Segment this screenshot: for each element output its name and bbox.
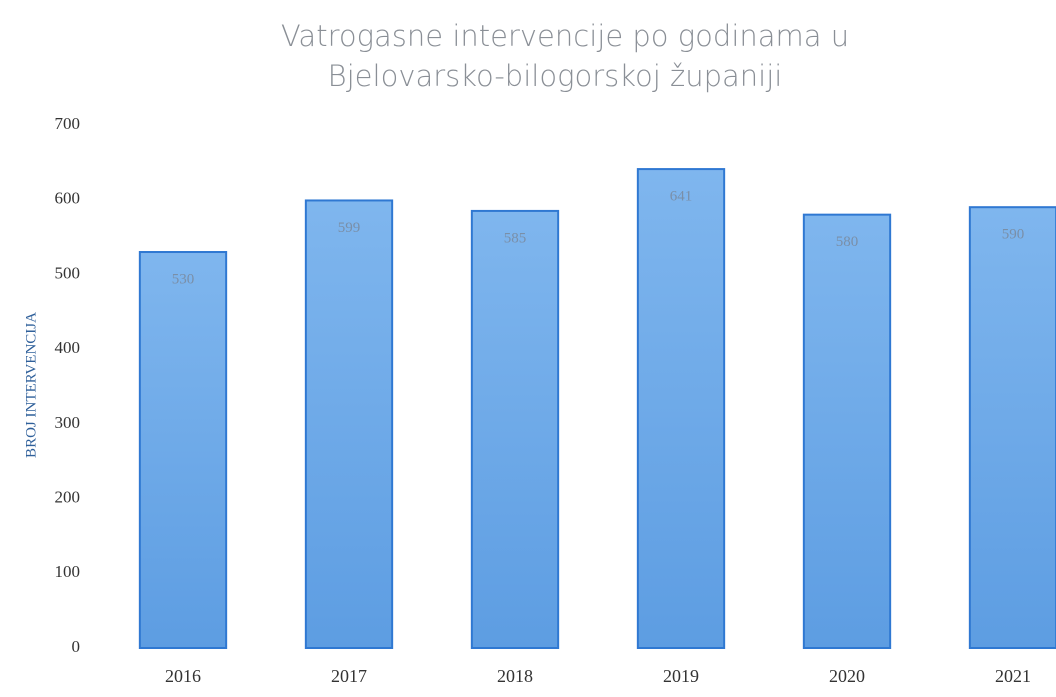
bar <box>304 199 394 649</box>
chart-title: Bjelovarsko-bilogorskoj županiji <box>328 59 783 93</box>
x-tick-label: 2019 <box>663 666 699 686</box>
data-label: 580 <box>836 234 859 250</box>
y-tick-label: 500 <box>55 263 81 282</box>
bar <box>968 206 1056 650</box>
x-tick-label: 2016 <box>165 666 201 686</box>
y-axis-title: BROJ INTERVENCIJA <box>23 312 39 458</box>
x-tick-label: 2017 <box>331 666 367 686</box>
x-tick-label: 2018 <box>497 666 533 686</box>
chart-title: Vatrogasne intervencije po godinama u <box>281 19 849 53</box>
data-label: 530 <box>172 271 195 287</box>
data-label: 590 <box>1002 227 1025 243</box>
bar <box>138 251 228 649</box>
y-tick-label: 300 <box>55 413 81 432</box>
data-label: 585 <box>504 230 527 246</box>
y-tick-label: 100 <box>55 562 81 581</box>
data-label: 599 <box>338 220 361 236</box>
x-tick-label: 2020 <box>829 666 865 686</box>
bar <box>636 168 726 649</box>
bar <box>470 209 560 650</box>
data-label: 641 <box>670 189 693 205</box>
y-tick-label: 200 <box>55 487 81 506</box>
y-tick-label: 700 <box>55 114 81 133</box>
y-tick-label: 400 <box>55 338 81 357</box>
x-tick-label: 2021 <box>995 666 1031 686</box>
y-tick-label: 600 <box>55 189 81 208</box>
y-tick-label: 0 <box>72 637 81 656</box>
bar <box>802 213 892 650</box>
